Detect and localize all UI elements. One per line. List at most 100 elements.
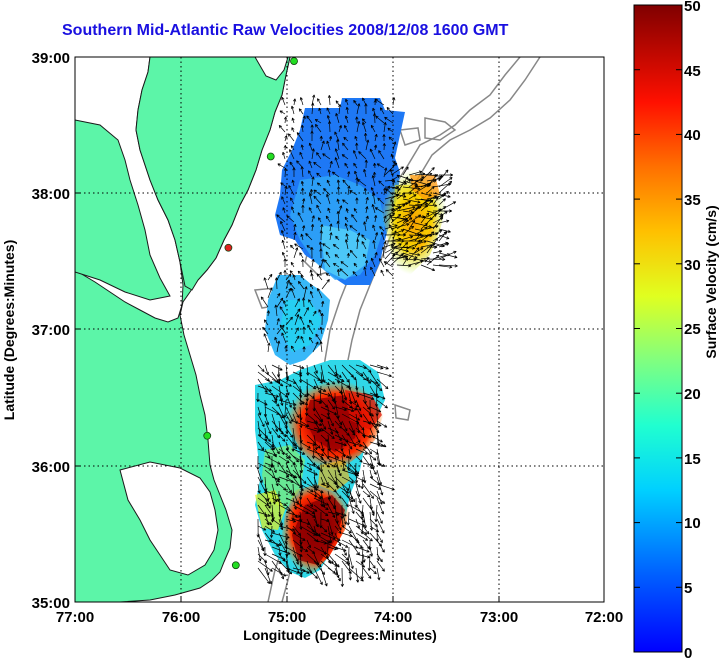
velocity-arrow — [341, 525, 352, 534]
velocity-arrow — [364, 132, 368, 142]
velocity-arrow — [340, 504, 344, 520]
velocity-arrow — [283, 145, 287, 151]
velocity-arrow — [438, 180, 453, 194]
velocity-arrow — [369, 392, 386, 400]
velocity-arrow — [365, 215, 369, 223]
velocity-arrow — [387, 127, 394, 133]
velocity-arrow — [316, 273, 323, 281]
velocity-arrow — [283, 258, 287, 268]
velocity-arrow — [289, 282, 296, 290]
y-axis-label: Latitude (Degrees:Minutes) — [1, 240, 17, 420]
velocity-arrow — [365, 259, 369, 268]
velocity-arrow — [257, 525, 267, 531]
velocity-arrow — [396, 255, 408, 260]
velocity-arrow — [402, 186, 421, 191]
velocity-arrow — [402, 257, 409, 266]
velocity-arrow — [306, 115, 313, 124]
velocity-arrow — [344, 223, 349, 232]
velocity-arrow — [364, 103, 368, 115]
velocity-arrow — [372, 240, 376, 250]
velocity-arrow — [347, 185, 351, 196]
velocity-arrow — [289, 197, 295, 205]
velocity-arrow — [306, 539, 311, 549]
velocity-arrow — [257, 546, 262, 562]
velocity-arrow — [293, 247, 299, 259]
velocity-arrow — [432, 264, 453, 269]
velocity-arrow — [414, 199, 428, 212]
velocity-arrow — [308, 299, 314, 308]
velocity-arrow — [369, 434, 383, 443]
velocity-arrow — [432, 230, 443, 236]
velocity-arrow — [432, 215, 444, 230]
velocity-arrow — [285, 497, 300, 505]
velocity-arrow — [353, 150, 358, 160]
velocity-arrow — [378, 180, 385, 187]
velocity-arrow — [342, 199, 349, 205]
velocity-arrow — [292, 385, 308, 398]
x-tick-labels: 77:00 76:00 75:00 74:00 73:00 72:00 — [56, 609, 623, 626]
velocity-arrow — [408, 234, 428, 242]
velocity-arrow — [310, 223, 315, 232]
tick-marks — [74, 56, 605, 603]
velocity-arrow — [271, 448, 277, 458]
velocity-arrow — [348, 490, 355, 503]
velocity-arrow — [408, 185, 419, 194]
velocity-arrow — [369, 567, 377, 575]
velocity-arrow — [390, 204, 406, 212]
velocity-arrow — [278, 125, 286, 133]
velocity-arrow — [320, 525, 328, 533]
velocity-arrow — [280, 229, 286, 241]
velocity-arrow — [263, 333, 269, 344]
plot-title: Southern Mid-Atlantic Raw Velocities 200… — [62, 22, 509, 39]
velocity-arrow — [402, 225, 415, 236]
velocity-arrow — [320, 441, 325, 452]
velocity-arrow — [390, 229, 405, 236]
velocity-arrow — [384, 206, 402, 218]
x-tick-label: 75:00 — [268, 609, 306, 626]
velocity-arrow — [264, 434, 271, 443]
velocity-arrow — [277, 163, 286, 169]
velocity-arrow — [257, 560, 273, 572]
velocity-arrow — [373, 144, 378, 151]
velocity-arrow — [336, 198, 340, 205]
velocity-arrow — [327, 518, 334, 535]
velocity-arrow — [289, 161, 295, 169]
y-tick-label: 38:00 — [32, 186, 70, 203]
velocity-arrow — [320, 448, 332, 463]
velocity-arrow — [310, 130, 314, 142]
velocity-arrow — [299, 392, 303, 406]
velocity-arrow — [408, 220, 416, 230]
velocity-arrow — [362, 434, 372, 439]
velocity-arrow — [269, 525, 274, 538]
velocity-arrow — [267, 273, 273, 281]
velocity-arrow — [374, 133, 378, 142]
velocity-arrow — [293, 98, 297, 106]
velocity-arrow — [313, 553, 320, 566]
velocity-arrow — [280, 220, 286, 232]
velocity-arrow — [320, 312, 324, 326]
velocity-arrow — [313, 455, 331, 468]
velocity-arrow — [341, 497, 349, 508]
velocity-arrow — [320, 413, 330, 420]
velocity-arrow — [292, 553, 299, 562]
velocity-arrow — [356, 232, 361, 241]
velocity-arrow — [376, 511, 383, 524]
velocity-arrow — [372, 224, 376, 232]
velocity-arrow — [257, 378, 268, 393]
velocity-arrow — [301, 187, 305, 196]
velocity-arrow — [402, 214, 412, 224]
velocity-arrow — [326, 107, 331, 115]
velocity-arrow — [319, 248, 323, 259]
x-tick-label: 77:00 — [56, 609, 94, 626]
velocity-arrow — [271, 399, 280, 407]
velocity-arrow — [306, 434, 321, 449]
velocity-arrow — [257, 497, 269, 507]
velocity-arrow — [376, 462, 386, 467]
velocity-arrow — [271, 378, 284, 387]
velocity-arrow — [310, 124, 314, 133]
velocity-arrow — [355, 490, 362, 504]
colorbar-tick-label: 30 — [684, 257, 701, 274]
velocity-arrow — [396, 205, 416, 212]
velocity-arrow — [292, 448, 306, 455]
velocity-arrow — [438, 242, 450, 248]
